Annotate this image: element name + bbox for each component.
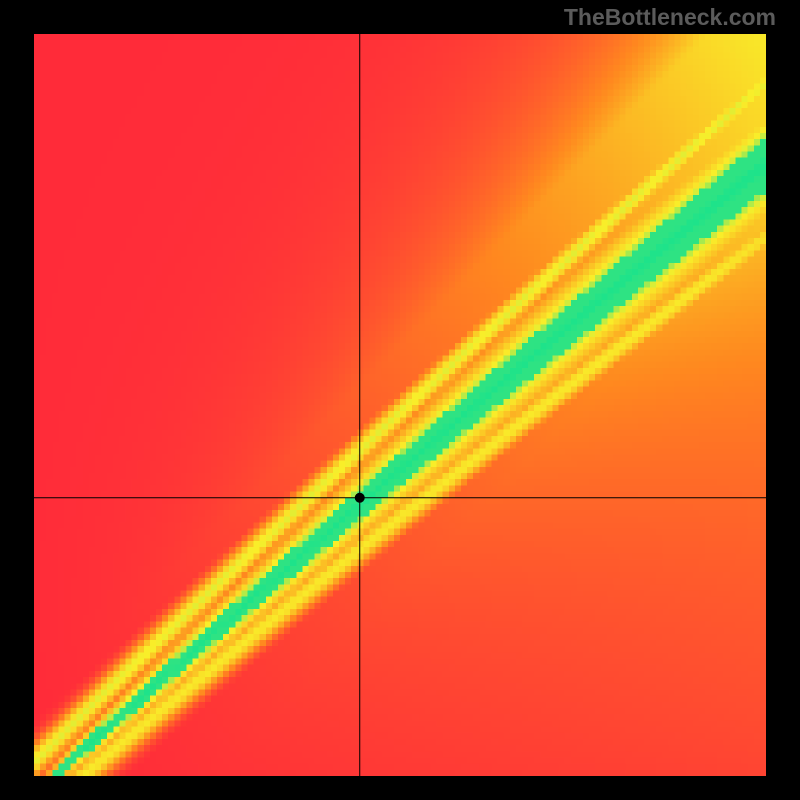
- watermark-text: TheBottleneck.com: [564, 4, 776, 31]
- chart-container: TheBottleneck.com: [0, 0, 800, 800]
- bottleneck-heatmap: [34, 34, 766, 776]
